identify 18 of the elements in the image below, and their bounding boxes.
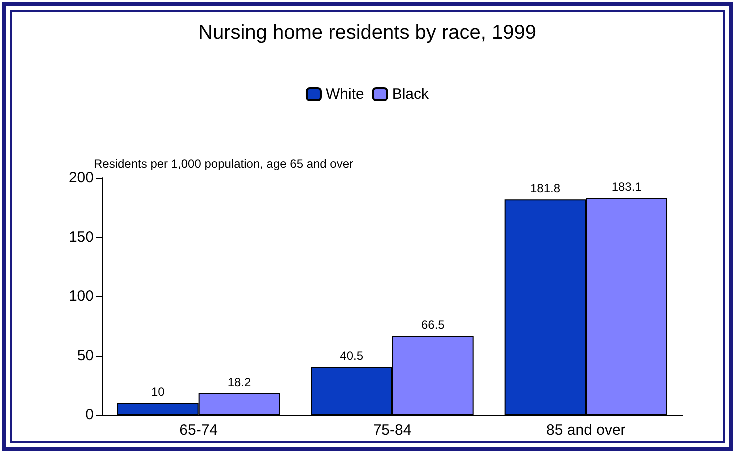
data-label: 66.5 [421,318,446,332]
data-label: 183.1 [612,180,642,194]
y-tick-label: 200 [68,170,94,186]
y-axis-title: Residents per 1,000 population, age 65 and over [94,157,354,171]
x-tick-label: 75-84 [373,422,412,439]
data-label: 40.5 [340,349,364,364]
data-label: 10 [151,385,166,400]
y-tick-label: 150 [68,228,94,246]
y-tick-label: 50 [77,347,94,364]
chart-title: Nursing home residents by race, 1999 [198,22,536,44]
legend-label: White [326,86,364,103]
y-tick-label: 0 [86,406,94,424]
data-label: 181.8 [530,182,561,196]
data-label: 18.2 [228,375,252,390]
y-tick-label: 100 [68,288,94,305]
legend-label: Black [392,86,430,103]
x-tick-label: 65-74 [180,422,218,439]
x-tick-label: 85 and over [546,422,626,439]
